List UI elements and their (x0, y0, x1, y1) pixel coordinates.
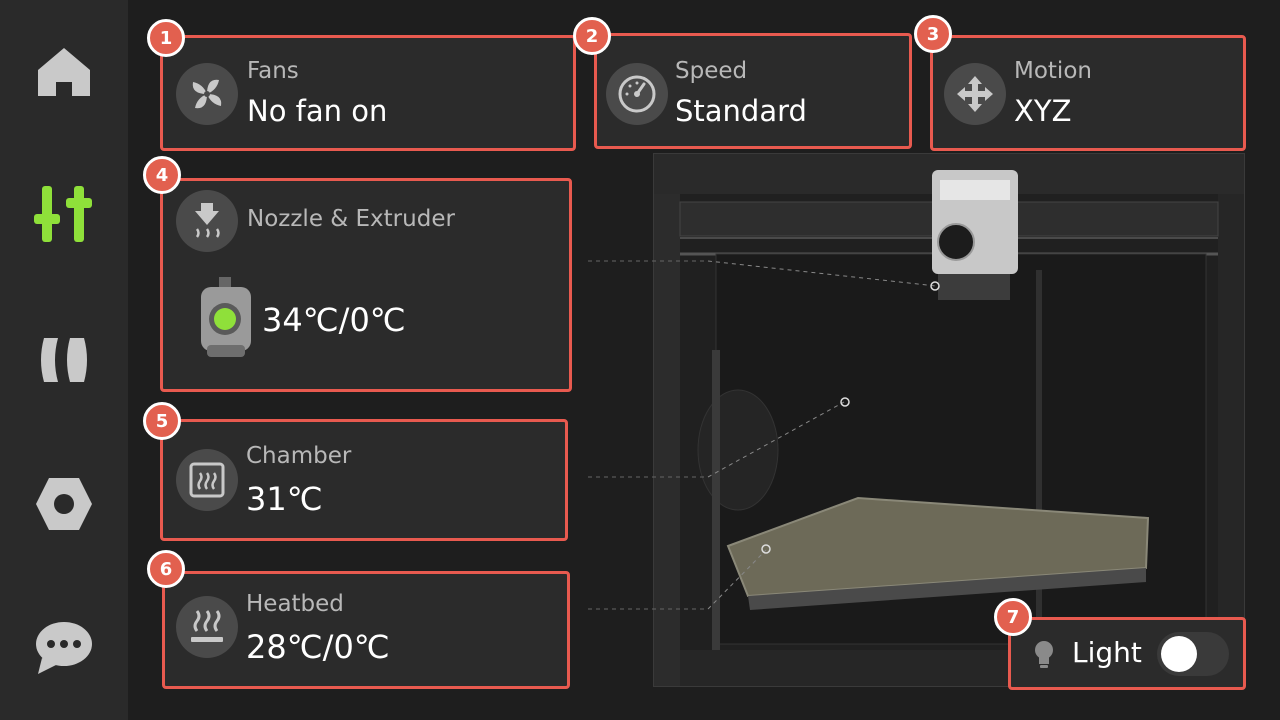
chamber-card[interactable]: Chamber 31℃ (160, 419, 568, 541)
callout-badge-6: 6 (147, 550, 185, 588)
callout-badge-5: 5 (143, 402, 181, 440)
chamber-icon (176, 449, 238, 511)
callout-badge-7: 7 (994, 598, 1032, 636)
nozzle-extruder-card[interactable]: Nozzle & Extruder 34℃/0℃ (160, 178, 572, 392)
sidebar (0, 0, 128, 720)
motion-value: XYZ (1014, 94, 1072, 128)
sidebar-item-filament[interactable] (24, 320, 104, 400)
motion-card[interactable]: Motion XYZ (930, 35, 1246, 151)
printer-illustration (588, 153, 1245, 687)
heatbed-label: Heatbed (246, 591, 344, 617)
motion-label: Motion (1014, 58, 1092, 84)
heatbed-temperature: 28℃/0℃ (246, 628, 390, 666)
callout-badge-1: 1 (147, 19, 185, 57)
chat-bubble-icon (36, 622, 92, 674)
speedometer-icon (606, 63, 668, 125)
home-icon (38, 48, 90, 96)
extruder-status-icon (201, 277, 251, 357)
bulb-icon (1035, 641, 1053, 668)
sidebar-item-settings[interactable] (24, 464, 104, 544)
move-arrows-icon (944, 63, 1006, 125)
chamber-label: Chamber (246, 443, 352, 469)
nozzle-extruder-label: Nozzle & Extruder (247, 206, 455, 232)
fan-icon (176, 63, 238, 125)
sidebar-item-controls[interactable] (24, 174, 104, 254)
sidebar-item-home[interactable] (24, 32, 104, 112)
light-card: Light (1008, 617, 1246, 690)
callout-badge-2: 2 (573, 17, 611, 55)
callout-badge-3: 3 (914, 15, 952, 53)
nozzle-heat-icon (176, 190, 238, 252)
sliders-icon (34, 186, 92, 242)
fans-card[interactable]: Fans No fan on (160, 35, 576, 151)
filament-spool-icon (41, 338, 87, 382)
speed-label: Speed (675, 58, 748, 84)
callout-badge-4: 4 (143, 156, 181, 194)
nozzle-temperature: 34℃/0℃ (262, 301, 406, 339)
speed-value: Standard (675, 94, 807, 128)
hex-nut-icon (36, 478, 92, 530)
light-toggle[interactable] (1157, 632, 1229, 676)
sidebar-item-messages[interactable] (24, 608, 104, 688)
fans-label: Fans (247, 58, 299, 84)
chamber-temperature: 31℃ (246, 480, 323, 518)
heatbed-card[interactable]: Heatbed 28℃/0℃ (162, 571, 570, 689)
heatbed-icon (176, 596, 238, 658)
light-label: Light (1072, 636, 1142, 669)
speed-card[interactable]: Speed Standard (594, 33, 912, 149)
light-toggle-knob (1161, 636, 1197, 672)
fans-value: No fan on (247, 94, 388, 128)
